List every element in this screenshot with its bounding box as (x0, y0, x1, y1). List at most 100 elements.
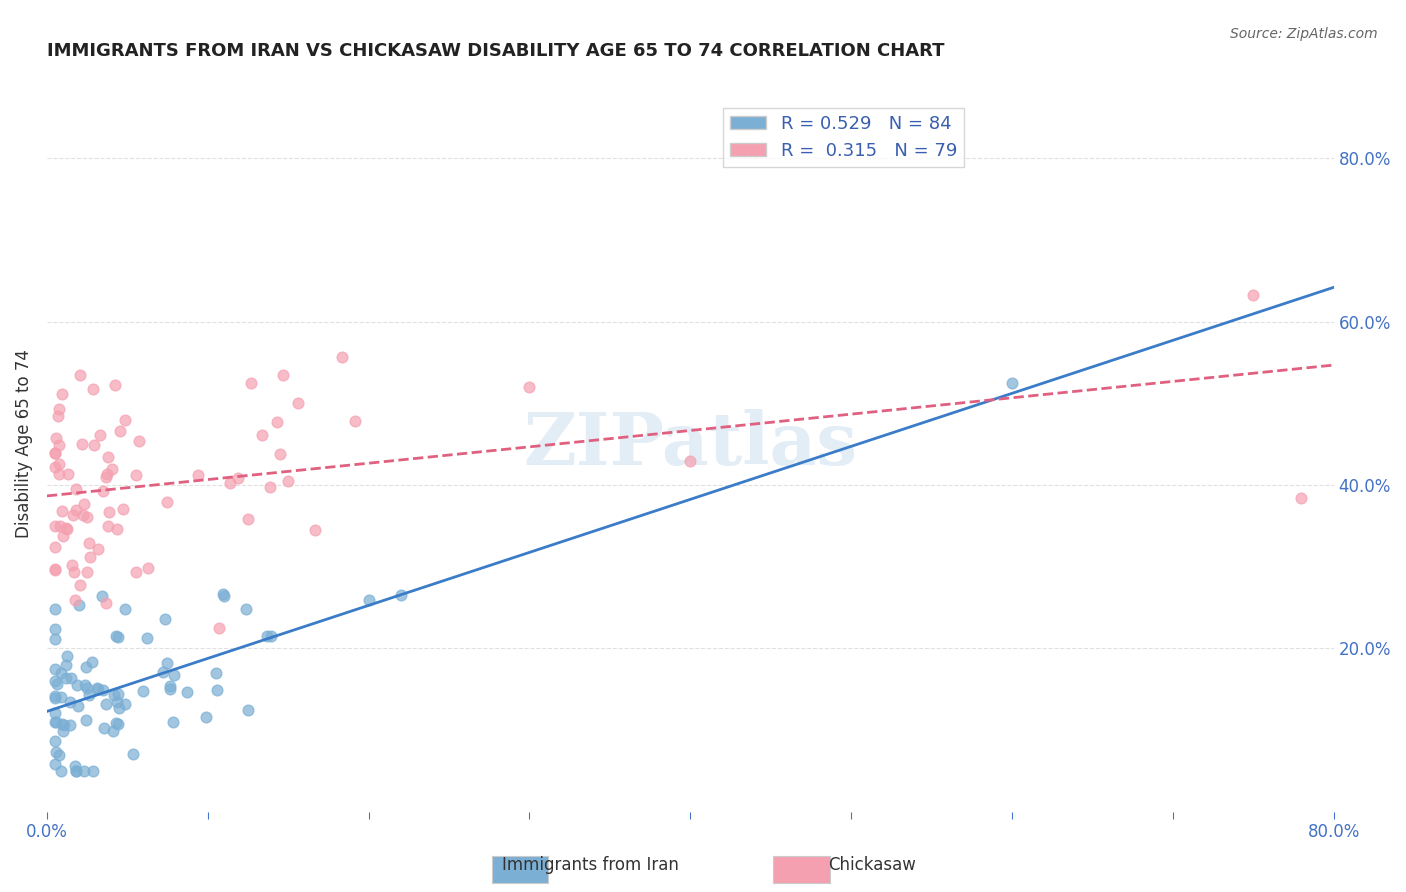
Point (55, 657, 77, 672)
Point (52, 724, 75, 739)
Point (112, 501, 135, 516)
Point (63, 565, 86, 579)
Point (389, 588, 412, 602)
Point (128, 434, 150, 449)
Point (44, 540, 66, 554)
Point (44, 519, 66, 533)
Point (76, 565, 98, 579)
Point (65, 502, 87, 516)
Point (87, 681, 110, 696)
Point (212, 587, 235, 601)
Point (114, 697, 136, 711)
Text: Immigrants from Iran: Immigrants from Iran (502, 856, 679, 874)
Point (51, 717, 73, 731)
Point (89, 428, 111, 442)
Point (250, 428, 273, 442)
Point (212, 589, 235, 603)
Point (67, 598, 90, 612)
Point (45, 431, 67, 445)
Point (45, 715, 67, 730)
Text: Source: ZipAtlas.com: Source: ZipAtlas.com (1230, 27, 1378, 41)
Point (236, 703, 259, 717)
Point (136, 561, 159, 575)
Point (80, 655, 103, 669)
Point (44, 445, 66, 459)
Point (52, 529, 75, 543)
Point (277, 474, 299, 488)
Point (72, 508, 94, 522)
Point (269, 447, 291, 461)
Point (44, 632, 66, 646)
Point (48, 467, 70, 481)
Point (44, 446, 66, 460)
Point (49, 690, 72, 704)
Point (76, 509, 98, 524)
Point (69, 578, 91, 592)
Point (187, 468, 209, 483)
Point (44, 690, 66, 705)
Point (114, 413, 136, 427)
Point (519, 380, 541, 394)
Point (219, 475, 242, 490)
Point (82, 764, 104, 778)
Point (163, 667, 186, 681)
Point (87, 541, 110, 556)
Point (44, 673, 66, 688)
Point (51, 387, 73, 401)
Point (83, 438, 105, 452)
Point (65, 482, 87, 496)
Point (77, 689, 100, 703)
Point (82, 382, 104, 396)
Point (96, 470, 118, 484)
Point (238, 512, 260, 526)
Point (91, 589, 114, 603)
Point (44, 706, 66, 720)
Point (44, 562, 66, 576)
Point (114, 601, 136, 615)
Point (44, 602, 66, 616)
Point (105, 694, 128, 708)
Point (56, 467, 79, 482)
Point (105, 522, 128, 536)
Point (304, 523, 326, 537)
Point (86, 681, 108, 695)
Point (194, 710, 217, 724)
Legend: R = 0.529   N = 84, R =  0.315   N = 79: R = 0.529 N = 84, R = 0.315 N = 79 (723, 108, 965, 167)
Point (101, 462, 124, 476)
Point (107, 717, 129, 731)
Point (156, 656, 179, 670)
Point (44, 756, 66, 771)
Point (330, 351, 353, 365)
Point (65, 764, 87, 778)
Point (103, 688, 125, 702)
Point (107, 687, 129, 701)
Point (49, 764, 72, 778)
Point (159, 681, 181, 696)
Point (1001, 376, 1024, 390)
Point (104, 377, 127, 392)
Point (65, 677, 87, 691)
Point (73, 678, 96, 692)
Point (97, 506, 120, 520)
Point (271, 368, 294, 382)
Point (56, 522, 79, 536)
Point (97, 518, 120, 533)
Point (226, 471, 249, 485)
Point (357, 592, 380, 607)
Point (48, 437, 70, 451)
Point (94, 596, 117, 610)
Point (75, 660, 97, 674)
Point (125, 566, 148, 580)
Point (287, 396, 309, 410)
Point (208, 621, 231, 635)
Point (72, 497, 94, 511)
Point (76, 681, 98, 695)
Point (48, 457, 70, 471)
Point (176, 685, 198, 699)
Point (110, 424, 132, 438)
Point (132, 683, 155, 698)
Point (96, 697, 118, 711)
Point (91, 484, 114, 499)
Point (162, 715, 184, 730)
Point (105, 629, 128, 643)
